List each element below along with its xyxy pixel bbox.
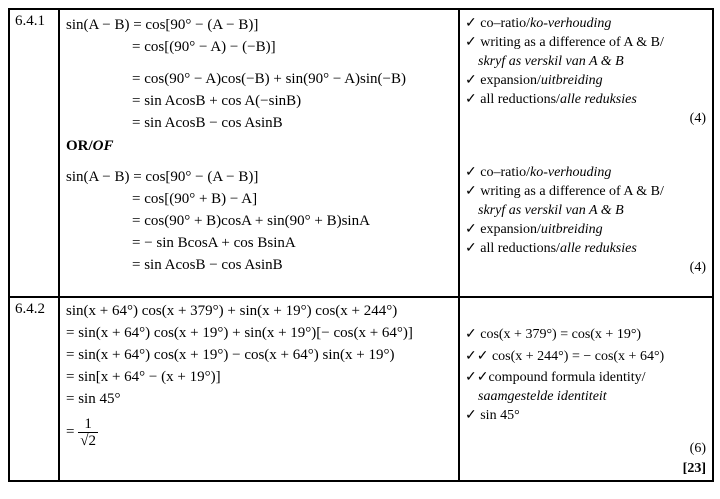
mark-item: skryf as verskil van A & B — [478, 54, 624, 69]
mark-score: (4) — [689, 111, 706, 126]
solution-line: = − sin BcosA + cos BsinA — [132, 235, 296, 251]
mark-item: ✓ co–ratio/ko-verhouding — [465, 16, 612, 31]
marks-cell: ✓ cos(x + 379°) = cos(x + 19°) ✓✓ cos(x … — [458, 296, 714, 482]
solution-line: = sin AcosB + cos A(−sinB) — [132, 93, 302, 109]
equals-sign: = — [66, 423, 75, 440]
fraction-denominator: √2 — [80, 433, 96, 449]
mark-item: saamgestelde identiteit — [478, 389, 607, 404]
mark-score: (4) — [689, 260, 706, 275]
mark-item: ✓ all reductions/alle reduksies — [465, 92, 637, 107]
mark-item: ✓ expansion/uitbreiding — [465, 73, 603, 88]
or-label: OR/OF — [66, 138, 114, 154]
row-6-4-1: 6.4.1 sin(A − B) = cos[90° − (A − B)] = … — [8, 8, 714, 298]
solution-line: sin(A − B) = cos[90° − (A − B)] — [66, 17, 259, 33]
solution-line: = sin AcosB − cos AsinB — [132, 115, 283, 131]
mark-item: ✓✓ cos(x + 244°) = − cos(x + 64°) — [465, 349, 665, 364]
marks-cell: ✓ co–ratio/ko-verhouding ✓ writing as a … — [458, 8, 714, 298]
mark-item: ✓✓compound formula identity/ — [465, 370, 646, 385]
mark-item: ✓ all reductions/alle reduksies — [465, 241, 637, 256]
question-number: 6.4.1 — [8, 8, 60, 298]
solution-line: = cos(90° + B)cosA + sin(90° + B)sinA — [132, 213, 370, 229]
mark-item: skryf as verskil van A & B — [478, 203, 624, 218]
solution-line: = cos(90° − A)cos(−B) + sin(90° − A)sin(… — [132, 71, 406, 87]
memo-table: 6.4.1 sin(A − B) = cos[90° − (A − B)] = … — [8, 8, 714, 482]
solution-line: = cos[(90° − A) − (−B)] — [132, 39, 276, 55]
mark-item: ✓ sin 45° — [465, 408, 520, 423]
solution-line: = sin 45° — [66, 391, 121, 407]
solution-line: = cos[(90° + B) − A] — [132, 191, 258, 207]
mark-item: ✓ expansion/uitbreiding — [465, 222, 603, 237]
solution-line: sin(A − B) = cos[90° − (A − B)] — [66, 169, 259, 185]
mark-item: ✓ co–ratio/ko-verhouding — [465, 165, 612, 180]
mark-item: ✓ writing as a difference of A & B/ — [465, 35, 664, 50]
solution-line: = sin(x + 64°) cos(x + 19°) − cos(x + 64… — [66, 347, 395, 363]
solution-cell: sin(A − B) = cos[90° − (A − B)] = cos[(9… — [58, 8, 460, 298]
row-6-4-2: 6.4.2 sin(x + 64°) cos(x + 379°) + sin(x… — [8, 296, 714, 482]
solution-line: = sin AcosB − cos AsinB — [132, 257, 283, 273]
total-score: [23] — [682, 461, 706, 476]
fraction: 1 √2 — [78, 416, 98, 449]
question-number: 6.4.2 — [8, 296, 60, 482]
solution-line: = sin[x + 64° − (x + 19°)] — [66, 369, 221, 385]
solution-line: = sin(x + 64°) cos(x + 19°) + sin(x + 19… — [66, 325, 413, 341]
solution-line: sin(x + 64°) cos(x + 379°) + sin(x + 19°… — [66, 303, 398, 319]
mark-score: (6) — [689, 441, 706, 456]
solution-cell: sin(x + 64°) cos(x + 379°) + sin(x + 19°… — [58, 296, 460, 482]
mark-item: ✓ writing as a difference of A & B/ — [465, 184, 664, 199]
solution-line: = 1 √2 — [60, 410, 458, 450]
fraction-numerator: 1 — [78, 416, 98, 433]
mark-item: ✓ cos(x + 379°) = cos(x + 19°) — [465, 327, 642, 342]
